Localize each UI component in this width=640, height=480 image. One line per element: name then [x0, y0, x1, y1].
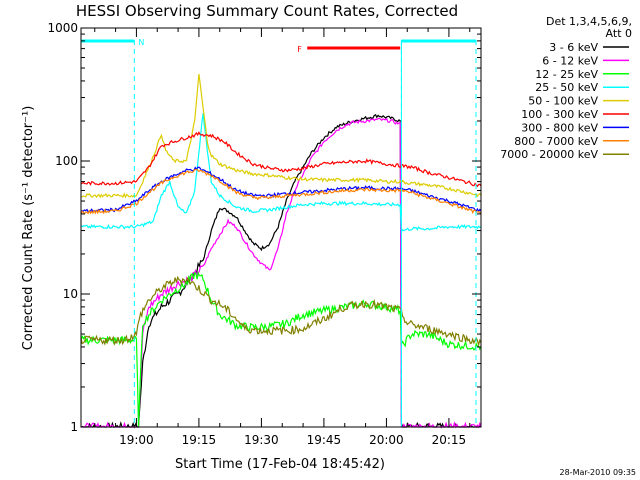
legend-header-line2: Att 0	[606, 27, 632, 40]
series-line-1	[81, 117, 482, 429]
legend-header-line1: Det 1,3,4,5,6,9,	[546, 15, 632, 28]
chart-title: HESSI Observing Summary Count Rates, Cor…	[76, 2, 458, 20]
legend-label-0: 3 - 6 keV	[549, 41, 598, 54]
series-line-5	[80, 131, 482, 188]
legend-label-7: 800 - 7000 keV	[514, 135, 598, 148]
legend-label-5: 100 - 300 keV	[521, 108, 598, 121]
y-axis-label: Corrected Count Rate (s⁻¹ detector⁻¹)	[21, 106, 36, 351]
series-line-3	[80, 113, 482, 234]
footer-timestamp: 28-Mar-2010 09:35	[560, 468, 637, 477]
x-tick-label-3: 19:45	[307, 433, 342, 447]
series-line-4	[81, 73, 482, 199]
y-tick-label-2: 100	[55, 154, 78, 168]
flare-label: F	[297, 45, 302, 54]
x-tick-label-1: 19:15	[182, 433, 217, 447]
legend-label-2: 12 - 25 keV	[535, 68, 598, 81]
axis-layer: 1 10 100 1000 19:00 19:15 19:30 19:45 20:00 20:15	[47, 21, 481, 447]
legend-label-1: 6 - 12 keV	[542, 54, 598, 67]
legend-label-3: 25 - 50 keV	[535, 81, 598, 94]
night-label: N	[138, 38, 144, 47]
y-tick-label-0: 1	[70, 420, 78, 434]
series-line-7	[80, 168, 482, 215]
plot-area: N F 1 10 100 1000 19:00 19:15 19:30 19:45 20:00 2…	[47, 21, 482, 447]
plot-frame	[80, 27, 482, 428]
legend-label-4: 50 - 100 keV	[528, 95, 598, 108]
legend-label-6: 300 - 800 keV	[521, 121, 598, 134]
series-line-8	[80, 275, 482, 348]
y-tick-label-3: 1000	[47, 21, 78, 35]
series-line-6	[80, 166, 482, 213]
y-tick-label-1: 10	[63, 287, 78, 301]
series-line-2	[80, 271, 482, 428]
series-layer	[80, 73, 482, 429]
annotation-layer: N F	[81, 38, 477, 427]
x-axis-label: Start Time (17-Feb-04 18:45:42)	[175, 457, 385, 472]
x-tick-label-0: 19:00	[119, 433, 154, 447]
legend-label-8: 7000 - 20000 keV	[500, 148, 598, 161]
x-tick-label-5: 20:15	[432, 433, 467, 447]
x-tick-label-4: 20:00	[369, 433, 404, 447]
x-tick-label-2: 19:30	[244, 433, 279, 447]
